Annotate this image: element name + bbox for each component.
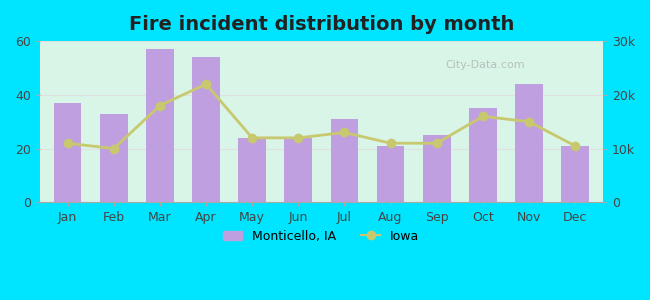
Bar: [377, 146, 404, 202]
Bar: [285, 138, 312, 202]
Bar: [54, 103, 81, 202]
Legend: Monticello, IA, Iowa: Monticello, IA, Iowa: [218, 225, 424, 248]
Bar: [469, 108, 497, 202]
Bar: [239, 138, 266, 202]
Bar: [146, 49, 174, 202]
Bar: [562, 146, 589, 202]
Bar: [515, 84, 543, 202]
Bar: [423, 135, 450, 202]
Text: City-Data.com: City-Data.com: [445, 61, 525, 70]
Bar: [331, 119, 358, 202]
Title: Fire incident distribution by month: Fire incident distribution by month: [129, 15, 514, 34]
Bar: [192, 57, 220, 202]
Bar: [100, 114, 127, 202]
